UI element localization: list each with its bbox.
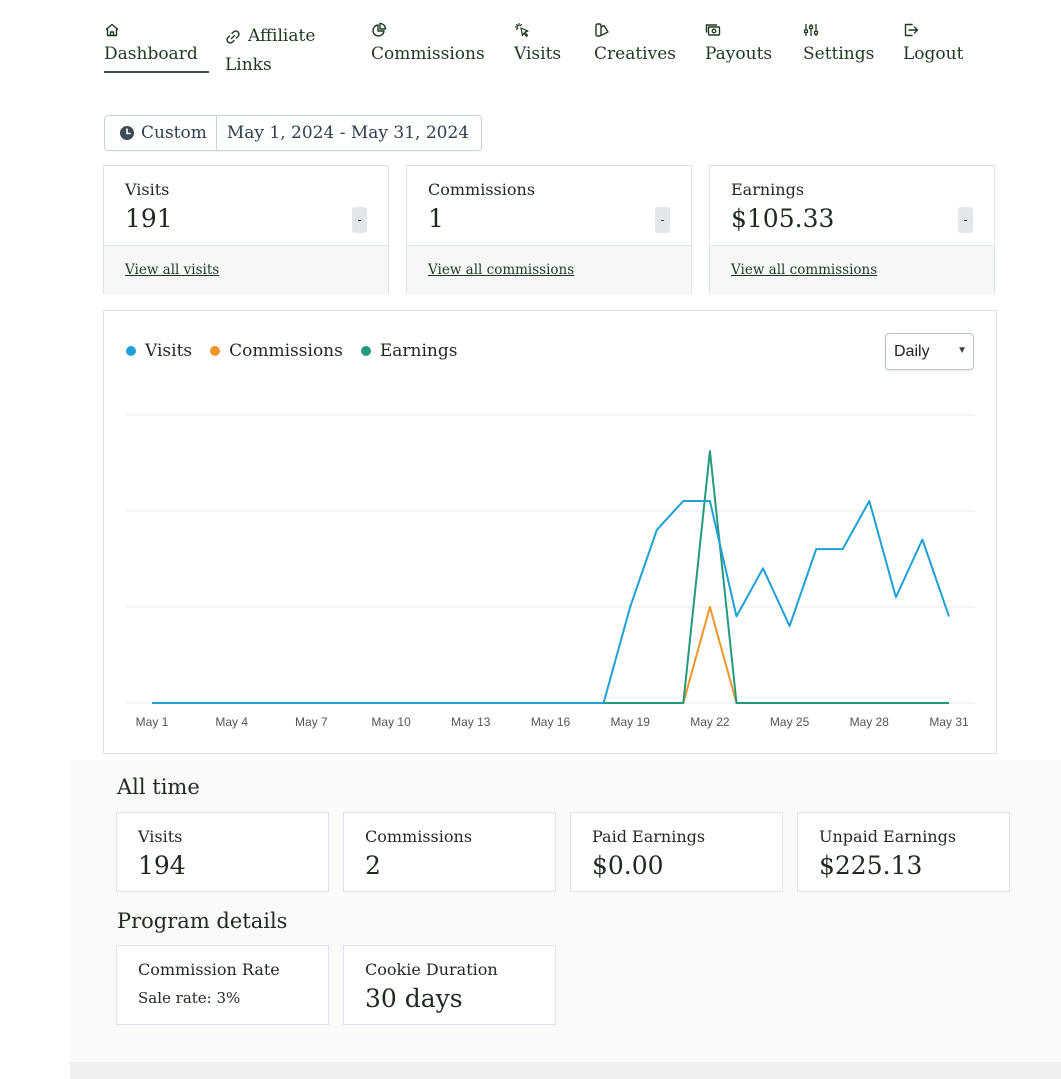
x-tick-label: May 22 xyxy=(690,715,730,729)
card-label: Paid Earnings xyxy=(592,827,706,846)
legend-dot xyxy=(360,346,371,356)
all-time-commissions-card: Commissions 2 xyxy=(343,812,556,892)
date-range-picker[interactable]: Custom May 1, 2024 - May 31, 2024 xyxy=(104,115,483,151)
date-range-label: May 1, 2024 - May 31, 2024 xyxy=(226,123,470,143)
x-tick-label: May 16 xyxy=(531,715,571,729)
nav-logout[interactable]: Logout xyxy=(903,22,963,69)
nav-settings[interactable]: Settings xyxy=(803,22,874,69)
top-navigation: Dashboard Affiliate Links Commissions Vi… xyxy=(0,0,1061,90)
legend-label: Commissions xyxy=(229,341,343,361)
trend-badge: - xyxy=(958,207,973,233)
x-tick-label: May 13 xyxy=(451,715,491,729)
date-range-display[interactable]: May 1, 2024 - May 31, 2024 xyxy=(217,116,481,150)
cash-icon xyxy=(705,22,721,38)
nav-creatives[interactable]: Creatives xyxy=(594,22,676,69)
view-all-earnings-link[interactable]: View all commissions xyxy=(731,262,878,278)
line-chart: May 1 May 4 May 7 May 10 May 13 May 16 May 19 M… xyxy=(126,414,975,729)
card-label: Commission Rate xyxy=(138,960,280,979)
card-label: Cookie Duration xyxy=(365,960,498,979)
footer-bar xyxy=(70,1062,1061,1079)
chevron-down-icon: ▼ xyxy=(957,345,967,356)
legend-label: Visits xyxy=(145,341,193,361)
stat-card-earnings: Earnings $105.33 - View all commissions xyxy=(709,165,995,295)
x-tick-label: May 25 xyxy=(770,715,810,729)
card-label: Commissions xyxy=(365,827,473,846)
legend-dot xyxy=(210,346,221,356)
series-line-earnings[interactable] xyxy=(152,450,949,704)
all-time-paid-earnings-card: Paid Earnings $0.00 xyxy=(570,812,783,892)
trend-badge: - xyxy=(655,207,670,233)
commission-rate-card: Commission Rate Sale rate: 3% xyxy=(116,945,329,1025)
card-value: 30 days xyxy=(365,984,463,1013)
nav-settings-label: Settings xyxy=(803,44,875,64)
program-details-title: Program details xyxy=(117,909,288,933)
chart-legend: Visits Commissions Earnings xyxy=(126,341,475,361)
all-time-visits-card: Visits 194 xyxy=(116,812,329,892)
x-tick-label: May 31 xyxy=(929,715,969,729)
card-value: $225.13 xyxy=(819,851,923,880)
card-value: 194 xyxy=(138,851,186,880)
nav-visits-label: Visits xyxy=(514,44,562,64)
legend-dot xyxy=(126,346,136,356)
nav-logout-label: Logout xyxy=(903,44,964,64)
legend-visits[interactable]: Visits xyxy=(126,341,192,361)
view-all-commissions-link[interactable]: View all commissions xyxy=(428,262,575,278)
nav-commissions[interactable]: Commissions xyxy=(371,22,485,69)
x-tick-label: May 19 xyxy=(611,715,651,729)
x-tick-label: May 1 xyxy=(136,715,169,729)
nav-dashboard[interactable]: Dashboard xyxy=(104,22,209,73)
date-preset-button[interactable]: Custom xyxy=(105,116,217,150)
x-tick-label: May 7 xyxy=(295,715,328,729)
home-icon xyxy=(104,22,120,38)
nav-payouts-label: Payouts xyxy=(705,44,773,64)
x-tick-label: May 10 xyxy=(371,715,411,729)
nav-creatives-label: Creatives xyxy=(594,44,676,64)
nav-payouts[interactable]: Payouts xyxy=(705,22,772,69)
view-all-visits-link[interactable]: View all visits xyxy=(125,262,220,278)
x-tick-label: May 28 xyxy=(850,715,890,729)
stat-card-commissions: Commissions 1 - View all commissions xyxy=(406,165,692,295)
x-tick-label: May 4 xyxy=(215,715,248,729)
card-value: $0.00 xyxy=(592,851,664,880)
legend-earnings[interactable]: Earnings xyxy=(360,341,458,361)
stat-card-visits: Visits 191 - View all visits xyxy=(103,165,389,295)
cookie-duration-card: Cookie Duration 30 days xyxy=(343,945,556,1025)
interval-value: Daily xyxy=(894,343,930,360)
chart-panel: May 1 May 4 May 7 May 10 May 13 May 16 May 19 M… xyxy=(103,310,997,754)
nav-commissions-label: Commissions xyxy=(371,44,485,64)
card-label: Unpaid Earnings xyxy=(819,827,957,846)
nav-affiliate-label-line2: Links xyxy=(225,55,272,75)
legend-label: Earnings xyxy=(379,341,458,361)
card-value: 2 xyxy=(365,851,381,880)
card-value: Sale rate: 3% xyxy=(138,989,241,1007)
nav-affiliate-links[interactable]: Affiliate Links xyxy=(225,22,335,80)
all-time-unpaid-earnings-card: Unpaid Earnings $225.13 xyxy=(797,812,1010,892)
stat-label: Visits xyxy=(125,180,170,199)
sliders-icon xyxy=(803,22,819,38)
stat-value: 1 xyxy=(428,204,444,233)
nav-affiliate-label-line1: Affiliate xyxy=(248,26,316,46)
cursor-click-icon xyxy=(514,22,530,38)
series-line-commissions[interactable] xyxy=(152,606,949,704)
card-label: Visits xyxy=(138,827,183,846)
link-icon xyxy=(225,29,241,45)
stat-value: 191 xyxy=(125,204,173,233)
creatives-icon xyxy=(594,22,610,38)
nav-visits[interactable]: Visits xyxy=(514,22,561,69)
all-time-title: All time xyxy=(117,775,200,799)
logout-icon xyxy=(903,22,919,38)
clock-icon xyxy=(120,126,134,140)
stat-value: $105.33 xyxy=(731,204,835,233)
trend-badge: - xyxy=(352,207,367,233)
interval-select[interactable]: Daily ▼ xyxy=(885,333,974,370)
legend-commissions[interactable]: Commissions xyxy=(210,341,343,361)
stat-label: Commissions xyxy=(428,180,536,199)
nav-dashboard-label: Dashboard xyxy=(104,44,198,64)
pie-chart-icon xyxy=(371,22,387,38)
series-line-visits[interactable] xyxy=(152,500,950,704)
stat-label: Earnings xyxy=(731,180,805,199)
date-preset-label: Custom xyxy=(141,123,207,143)
